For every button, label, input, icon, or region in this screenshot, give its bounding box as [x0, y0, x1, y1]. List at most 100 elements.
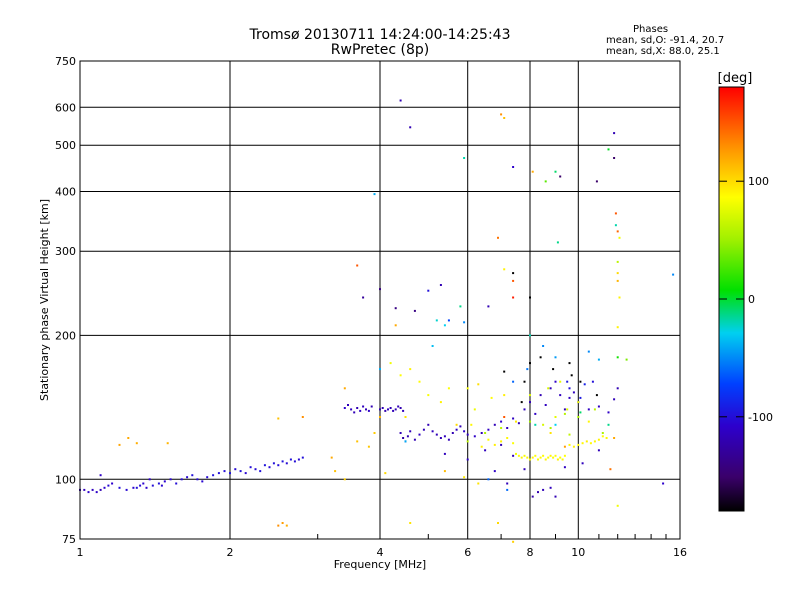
data-point [607, 148, 610, 151]
data-point [559, 394, 562, 397]
data-point [373, 432, 376, 434]
data-point [537, 491, 539, 494]
data-point [487, 428, 490, 431]
data-point [413, 309, 416, 312]
data-point [597, 438, 600, 441]
data-point [579, 396, 582, 399]
phases-label: Phases [633, 24, 669, 35]
data-point [301, 456, 304, 459]
data-point [201, 480, 204, 483]
data-point [544, 404, 547, 406]
data-point [413, 438, 416, 441]
data-point [166, 442, 169, 445]
data-point [343, 387, 346, 390]
data-point [473, 435, 476, 438]
phase-stats-x: mean, sd,X: 88.0, 25.1 [606, 46, 720, 57]
data-point [466, 387, 469, 390]
data-point [459, 425, 462, 428]
data-point [127, 437, 130, 439]
data-point [500, 113, 503, 116]
data-point [234, 468, 237, 471]
data-point [529, 458, 531, 461]
data-point [534, 423, 537, 426]
x-tick-label: 4 [377, 546, 384, 559]
data-point [554, 495, 557, 498]
data-point [534, 412, 537, 415]
data-point [125, 488, 128, 491]
data-point [95, 491, 98, 494]
data-point [554, 416, 557, 418]
data-point [463, 430, 466, 433]
data-point [487, 478, 490, 481]
data-point [191, 474, 194, 477]
data-point [148, 478, 151, 481]
data-point [367, 409, 370, 412]
data-point [497, 522, 499, 524]
x-axis-label: Frequency [MHz] [334, 558, 426, 571]
data-point [350, 408, 353, 411]
data-point [526, 456, 529, 459]
data-point [103, 486, 106, 489]
data-point [163, 480, 166, 483]
data-point [480, 432, 483, 434]
data-point [443, 324, 446, 327]
data-point [356, 407, 359, 409]
data-point [618, 236, 621, 239]
data-point [613, 437, 616, 439]
data-point [370, 405, 373, 408]
data-point [607, 411, 610, 414]
data-point [263, 464, 266, 467]
data-point [595, 394, 598, 397]
data-point [379, 408, 381, 411]
data-point [581, 442, 584, 445]
data-point [135, 442, 138, 445]
data-point [139, 484, 142, 487]
data-point [549, 387, 552, 390]
data-point [384, 472, 387, 475]
data-point [431, 345, 434, 347]
data-point [484, 432, 487, 434]
data-point [554, 380, 557, 383]
x-tick-label: 1 [77, 546, 84, 559]
data-point [427, 423, 430, 426]
data-point [439, 437, 442, 439]
data-point [597, 449, 600, 452]
data-point [365, 408, 367, 411]
data-point [549, 486, 552, 489]
data-point [554, 423, 557, 426]
data-point [559, 380, 562, 383]
data-point [591, 380, 594, 383]
data-point [517, 454, 520, 457]
y-tick-label: 200 [55, 329, 76, 342]
data-point [268, 466, 271, 469]
data-point [609, 468, 612, 471]
axis-ticks: 1 2 4 6 8 10 16 75 100 200 300 400 500 600 750 [55, 55, 687, 559]
data-point [534, 454, 537, 457]
data-point [447, 387, 450, 390]
data-point [512, 442, 515, 445]
data-point [409, 522, 412, 524]
data-point [439, 401, 442, 404]
data-point [618, 296, 621, 299]
data-point [353, 411, 356, 414]
data-point [107, 484, 110, 487]
data-point [512, 454, 515, 457]
data-point [244, 472, 247, 475]
data-point [379, 368, 381, 371]
data-point [616, 272, 619, 275]
data-point [512, 380, 515, 383]
data-point [277, 417, 280, 420]
data-point [616, 356, 619, 359]
data-point [544, 458, 547, 461]
data-point [583, 383, 586, 386]
data-point [229, 472, 231, 475]
data-point [427, 394, 430, 397]
data-point [500, 420, 503, 423]
data-point [506, 437, 509, 439]
data-point [99, 474, 102, 477]
data-point [249, 466, 252, 469]
data-point [402, 409, 405, 412]
data-point [277, 524, 280, 527]
data-point [466, 440, 469, 443]
data-point [431, 430, 434, 433]
